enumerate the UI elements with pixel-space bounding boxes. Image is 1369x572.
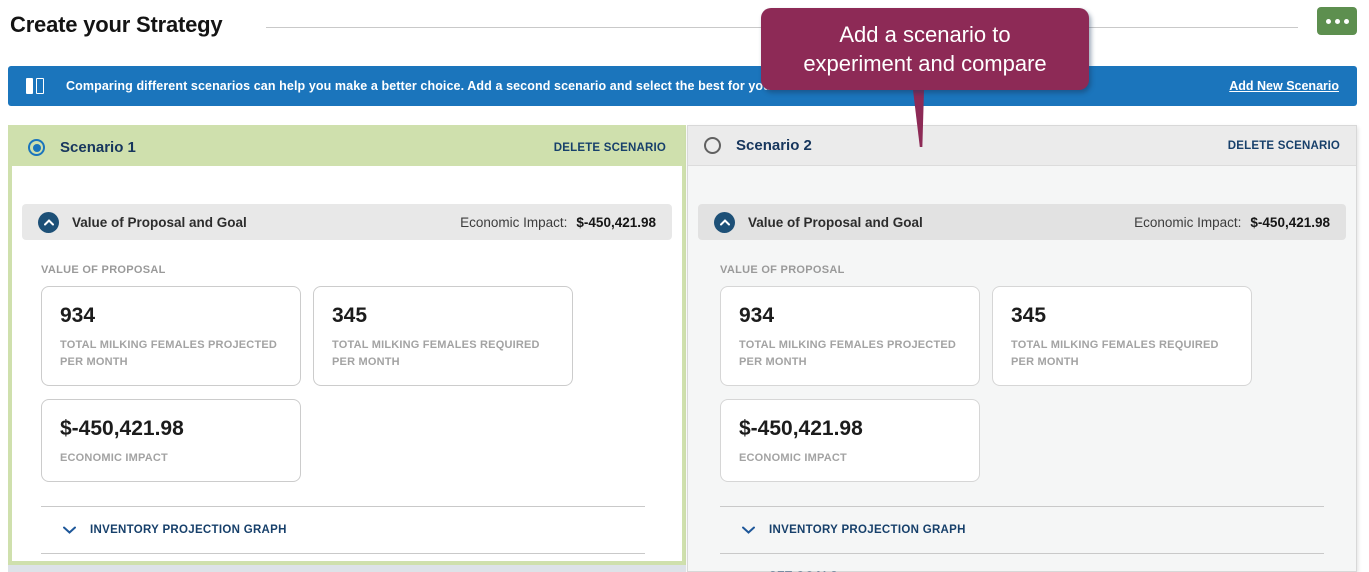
panel-bottom-edge	[8, 565, 686, 572]
tooltip-text-line1: Add a scenario to	[839, 21, 1011, 47]
section-title: Value of Proposal and Goal	[748, 214, 923, 230]
scenario-2-value-section-bar[interactable]: Value of Proposal and Goal Economic Impa…	[698, 204, 1346, 240]
banner-message: Comparing different scenarios can help y…	[66, 79, 775, 93]
tooltip-add-scenario: Add a scenario to experiment and compare	[761, 8, 1089, 90]
economic-impact: Economic Impact: $-450,421.98	[460, 215, 656, 230]
value-of-proposal-heading: VALUE OF PROPOSAL	[41, 264, 166, 276]
expand-row-label: INVENTORY PROJECTION GRAPH	[769, 524, 966, 537]
info-banner: Comparing different scenarios can help y…	[8, 66, 1357, 106]
ellipsis-icon	[1325, 18, 1349, 24]
more-options-button[interactable]	[1317, 7, 1357, 35]
compare-scenarios-icon	[26, 78, 44, 94]
inventory-projection-graph-toggle[interactable]: INVENTORY PROJECTION GRAPH	[41, 506, 645, 553]
chevron-up-icon[interactable]	[714, 211, 735, 233]
scenario-2-header: Scenario 2 DELETE SCENARIO	[688, 126, 1356, 166]
stat-card-projected: 934 TOTAL MILKING FEMALES PROJECTED PER …	[41, 286, 301, 387]
set-goals-toggle[interactable]: SET GOALS	[720, 553, 1324, 572]
stat-card-economic-impact: $-450,421.98 ECONOMIC IMPACT	[41, 399, 301, 483]
add-new-scenario-link[interactable]: Add New Scenario	[1229, 79, 1339, 93]
stat-value: $-450,421.98	[60, 417, 184, 441]
section-title: Value of Proposal and Goal	[72, 214, 247, 230]
stat-cards: 934 TOTAL MILKING FEMALES PROJECTED PER …	[41, 286, 581, 483]
inventory-projection-graph-toggle[interactable]: INVENTORY PROJECTION GRAPH	[720, 506, 1324, 553]
scenario-1-title: Scenario 1	[60, 139, 136, 156]
scenario-1-radio[interactable]	[28, 139, 45, 156]
stat-label: TOTAL MILKING FEMALES PROJECTED PER MONT…	[60, 339, 278, 369]
economic-impact-label: Economic Impact:	[1134, 214, 1242, 230]
scenario-2-panel: Scenario 2 DELETE SCENARIO Value of Prop…	[687, 125, 1357, 572]
economic-impact-value: $-450,421.98	[1250, 214, 1330, 230]
stat-card-required: 345 TOTAL MILKING FEMALES REQUIRED PER M…	[313, 286, 573, 387]
stat-label: TOTAL MILKING FEMALES REQUIRED PER MONTH	[1011, 339, 1219, 369]
economic-impact-label: Economic Impact:	[460, 214, 568, 230]
value-of-proposal-heading: VALUE OF PROPOSAL	[720, 264, 845, 276]
stat-value: $-450,421.98	[739, 417, 863, 441]
stat-label: ECONOMIC IMPACT	[739, 452, 847, 465]
scenario-panels: Scenario 1 DELETE SCENARIO Value of Prop…	[8, 125, 1357, 572]
scenario-2-body: Value of Proposal and Goal Economic Impa…	[688, 166, 1356, 572]
scenario-1-body: Value of Proposal and Goal Economic Impa…	[12, 166, 682, 572]
stat-label: ECONOMIC IMPACT	[60, 452, 168, 465]
tooltip-text-line2: experiment and compare	[803, 51, 1047, 76]
scenario-1-value-section-bar[interactable]: Value of Proposal and Goal Economic Impa…	[22, 204, 672, 240]
stat-label: TOTAL MILKING FEMALES PROJECTED PER MONT…	[739, 339, 957, 369]
expand-row-label: INVENTORY PROJECTION GRAPH	[90, 524, 287, 537]
stat-value: 345	[332, 304, 368, 327]
scenario-2-title: Scenario 2	[736, 137, 812, 154]
chevron-down-icon	[742, 521, 755, 539]
chevron-down-icon	[742, 568, 755, 572]
scenario-1-delete-button[interactable]: DELETE SCENARIO	[553, 141, 666, 154]
scenario-1-header: Scenario 1 DELETE SCENARIO	[12, 129, 682, 166]
scenario-2-delete-button[interactable]: DELETE SCENARIO	[1227, 139, 1340, 152]
stat-cards: 934 TOTAL MILKING FEMALES PROJECTED PER …	[720, 286, 1260, 483]
collapsed-sections: INVENTORY PROJECTION GRAPH SET GOALS	[720, 506, 1324, 572]
economic-impact: Economic Impact: $-450,421.98	[1134, 215, 1330, 230]
stat-value: 934	[739, 304, 775, 327]
stat-value: 934	[60, 304, 96, 327]
scenario-2-radio[interactable]	[704, 137, 721, 154]
collapsed-sections: INVENTORY PROJECTION GRAPH SET GOALS	[41, 506, 645, 572]
scenario-1-panel: Scenario 1 DELETE SCENARIO Value of Prop…	[8, 125, 686, 572]
page-title: Create your Strategy	[10, 12, 223, 37]
economic-impact-value: $-450,421.98	[576, 214, 656, 230]
stat-label: TOTAL MILKING FEMALES REQUIRED PER MONTH	[332, 339, 540, 369]
chevron-up-icon[interactable]	[38, 211, 59, 233]
stat-value: 345	[1011, 304, 1047, 327]
stat-card-projected: 934 TOTAL MILKING FEMALES PROJECTED PER …	[720, 286, 980, 387]
stat-card-economic-impact: $-450,421.98 ECONOMIC IMPACT	[720, 399, 980, 483]
tooltip-pointer	[913, 90, 924, 147]
stat-card-required: 345 TOTAL MILKING FEMALES REQUIRED PER M…	[992, 286, 1252, 387]
chevron-down-icon	[63, 521, 76, 539]
